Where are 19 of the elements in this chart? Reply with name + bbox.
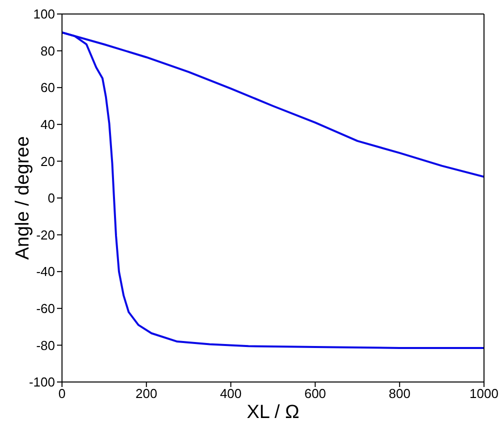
y-tick-label: 0	[48, 190, 55, 206]
y-tick-label: -40	[36, 264, 55, 280]
y-tick-label: 20	[40, 154, 55, 169]
y-axis-title: Angle / degree	[12, 136, 34, 260]
x-tick-label: 800	[388, 386, 410, 402]
x-axis-title: XL / Ω	[246, 402, 300, 423]
x-tick-label: 0	[58, 386, 66, 402]
y-tick-label: -100	[28, 374, 55, 390]
x-tick-label: 400	[220, 386, 242, 402]
x-tick-label: 600	[304, 386, 326, 402]
x-tick-label: 200	[136, 386, 158, 402]
y-tick-label: 40	[40, 117, 55, 132]
y-tick-label: -60	[36, 301, 55, 316]
y-tick-label: 100	[33, 6, 55, 22]
x-tick-label: 1000	[470, 386, 498, 402]
y-tick-label: 60	[40, 80, 55, 96]
y-tick-label: -80	[36, 338, 55, 353]
y-tick-label: 80	[40, 43, 55, 58]
y-tick-label: -20	[36, 227, 55, 242]
